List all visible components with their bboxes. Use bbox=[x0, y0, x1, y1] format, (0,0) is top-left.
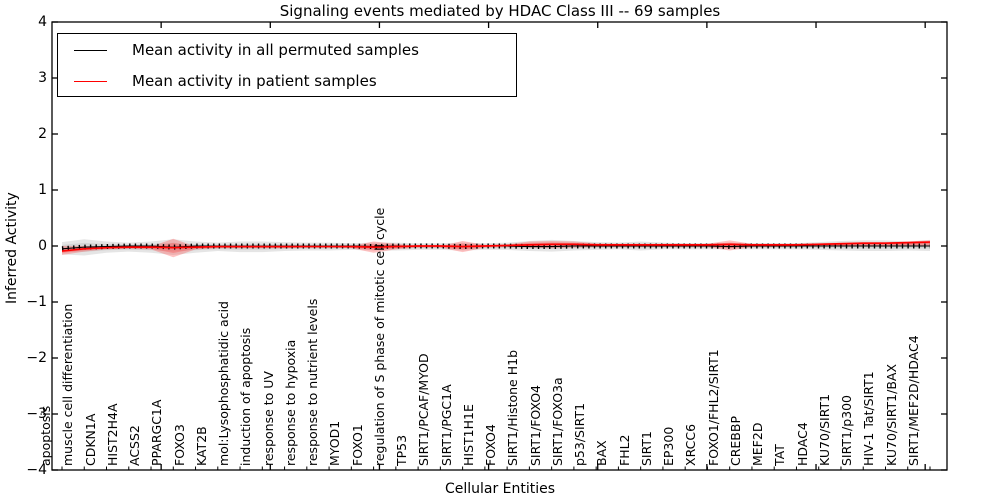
x-tick-label: SIRT1/MEF2D/HDAC4 bbox=[906, 335, 921, 466]
x-tick-label: KU70/SIRT1 bbox=[816, 393, 832, 466]
x-tick-label: induction of apoptosis bbox=[238, 327, 254, 466]
x-tick-label: response to nutrient levels bbox=[305, 298, 321, 466]
y-tick-label: −1 bbox=[26, 294, 47, 310]
x-tick-label: FHL2 bbox=[616, 434, 632, 466]
x-tick-label: HIST1H1E bbox=[460, 404, 476, 466]
x-tick-label: p53/SIRT1 bbox=[572, 402, 588, 466]
legend-entry-patient: Mean activity in patient samples bbox=[58, 66, 516, 96]
x-tick-label: MYOD1 bbox=[327, 420, 343, 466]
y-tick-label: 1 bbox=[38, 182, 47, 198]
x-tick-label: SIRT1/FOXO3a bbox=[549, 377, 565, 466]
patient-mean-line bbox=[61, 241, 931, 252]
permuted-band-outer bbox=[62, 239, 930, 256]
x-tick-label: apoptosis bbox=[38, 405, 53, 466]
x-tick-label: muscle cell differentiation bbox=[60, 303, 76, 466]
x-tick-label: ACSS2 bbox=[127, 425, 143, 466]
legend-line-patient-icon bbox=[74, 80, 107, 82]
x-tick-label: FOXO1/FHL2/SIRT1 bbox=[705, 349, 721, 466]
x-tick-label: SIRT1/FOXO4 bbox=[527, 385, 543, 466]
x-tick-label: HIST2H4A bbox=[104, 403, 120, 466]
y-tick-label: −2 bbox=[26, 350, 47, 366]
x-tick-label: FOXO3 bbox=[171, 424, 187, 466]
x-tick-label: TP53 bbox=[394, 434, 410, 466]
patient-band-outer bbox=[62, 238, 930, 258]
x-tick-label: CDKN1A bbox=[82, 413, 98, 466]
x-tick-label: CREBBP bbox=[727, 416, 743, 466]
x-tick-label: SIRT1/p300 bbox=[839, 395, 855, 466]
y-tick-label: 4 bbox=[38, 14, 47, 30]
y-tick-label: −4 bbox=[26, 462, 47, 478]
x-axis-label: Cellular Entities bbox=[444, 481, 556, 497]
x-tick-label: MEF2D bbox=[750, 422, 766, 466]
x-tick-label: KAT2B bbox=[193, 426, 209, 466]
x-tick-label: HIV-1 Tat/SIRT1 bbox=[861, 371, 877, 466]
x-tick-label: EP300 bbox=[661, 426, 677, 466]
x-tick-label: SIRT1/PCAF/MYOD bbox=[416, 353, 432, 466]
x-tick-label: KU70/SIRT1/BAX bbox=[883, 363, 899, 466]
x-tick-label: PPARGC1A bbox=[149, 399, 165, 466]
y-tick-label: −3 bbox=[26, 406, 47, 422]
permuted-mean-markers bbox=[61, 243, 930, 252]
legend-label-permuted: Mean activity in all permuted samples bbox=[132, 41, 419, 59]
y-tick-label: 2 bbox=[38, 126, 47, 142]
legend-label-patient: Mean activity in patient samples bbox=[132, 72, 377, 90]
x-tick-label: response to UV bbox=[260, 371, 276, 466]
y-tick-label: 0 bbox=[38, 238, 47, 254]
x-tick-label: regulation of S phase of mitotic cell cy… bbox=[371, 207, 387, 466]
x-tick-label: HDAC4 bbox=[794, 422, 810, 466]
legend: Mean activity in all permuted samples Me… bbox=[57, 33, 517, 97]
legend-entry-permuted: Mean activity in all permuted samples bbox=[58, 35, 516, 65]
x-tick-label: BAX bbox=[594, 440, 610, 466]
x-tick-label: FOXO4 bbox=[483, 424, 499, 466]
x-tick-label: SIRT1/PGC1A bbox=[438, 384, 454, 466]
legend-line-permuted-icon bbox=[74, 49, 107, 51]
x-tick-label: SIRT1 bbox=[638, 431, 654, 466]
x-tick-label: response to hypoxia bbox=[282, 339, 298, 466]
x-tick-label: SIRT1/Histone H1b bbox=[505, 349, 521, 466]
x-tick-label: TAT bbox=[772, 444, 788, 466]
x-tick-label: XRCC6 bbox=[683, 423, 699, 466]
y-tick-label: 3 bbox=[38, 70, 47, 86]
x-tick-label: mol:Lysophosphatidic acid bbox=[216, 301, 232, 466]
chart-title: Signaling events mediated by HDAC Class … bbox=[279, 2, 721, 20]
x-tick-label: FOXO1 bbox=[349, 424, 365, 466]
